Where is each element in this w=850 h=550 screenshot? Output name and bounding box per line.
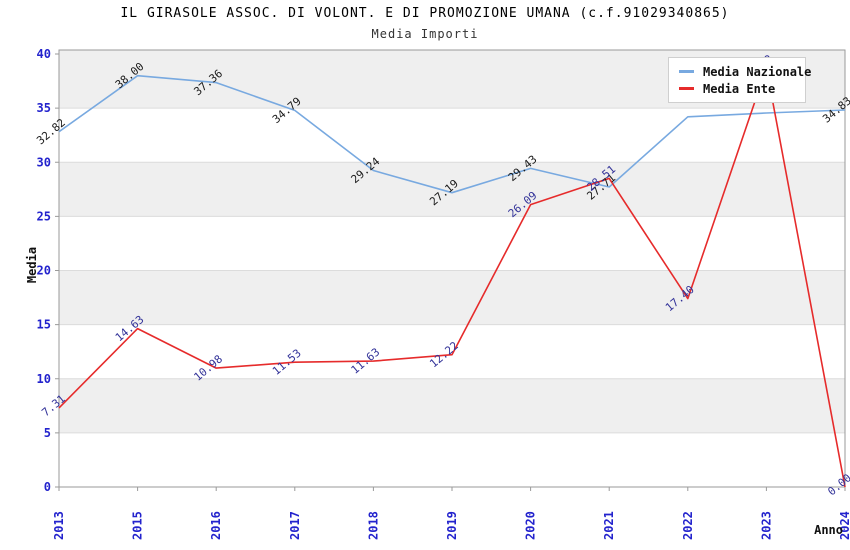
y-tick-label: 30 (37, 155, 51, 169)
legend-label-media-ente: Media Ente (703, 81, 776, 96)
media-nazionale-line-swatch-icon (679, 70, 694, 73)
y-tick-label: 20 (37, 264, 51, 278)
x-tick-label: 2019 (445, 511, 459, 540)
legend-item-media-ente: Media Ente (679, 80, 805, 97)
x-tick-label: 2024 (838, 511, 850, 540)
x-tick-label: 2020 (524, 511, 538, 540)
y-tick-label: 10 (37, 372, 51, 386)
legend-label-media-nazionale: Media Nazionale (703, 64, 812, 79)
y-axis-title: Media (25, 246, 39, 284)
series-line-0 (58, 74, 846, 194)
x-tick-label: 2016 (209, 511, 223, 540)
legend: Media Nazionale Media Ente (668, 57, 811, 103)
point-label: 32.82 (34, 116, 68, 147)
x-axis-ticks: 2013 2015 2016 2017 2018 2019 2020 2021 2022 2023… (52, 487, 850, 540)
y-tick-label: 0 (44, 480, 51, 494)
y-tick-label: 5 (44, 426, 51, 440)
y-axis-ticks: 0 5 10 15 20 25 30 35 40 (37, 47, 59, 494)
x-tick-label: 2018 (366, 511, 380, 540)
x-tick-label: 2022 (681, 511, 695, 540)
chart-title: IL GIRASOLE ASSOC. DI VOLONT. E DI PROMO… (120, 6, 730, 21)
legend-item-media-nazionale: Media Nazionale (679, 63, 811, 80)
series-line-1 (58, 67, 846, 488)
y-tick-label: 40 (37, 47, 51, 61)
grid-bands (59, 50, 845, 433)
point-label: 12.22 (427, 339, 461, 370)
y-tick-label: 25 (37, 209, 51, 223)
y-tick-label: 35 (37, 101, 51, 115)
gridlines (59, 107, 845, 434)
chart-subtitle: Media Importi (371, 27, 479, 41)
x-tick-label: 2021 (602, 511, 616, 540)
media-ente-line-swatch-icon (679, 87, 694, 90)
y-tick-label: 15 (37, 318, 51, 332)
x-tick-label: 2015 (131, 511, 145, 540)
x-tick-label: 2013 (52, 511, 66, 540)
x-axis-title: Anno (814, 523, 843, 537)
point-label: 0.00 (825, 471, 850, 498)
x-tick-label: 2017 (288, 511, 302, 540)
x-tick-label: 2023 (759, 511, 773, 540)
